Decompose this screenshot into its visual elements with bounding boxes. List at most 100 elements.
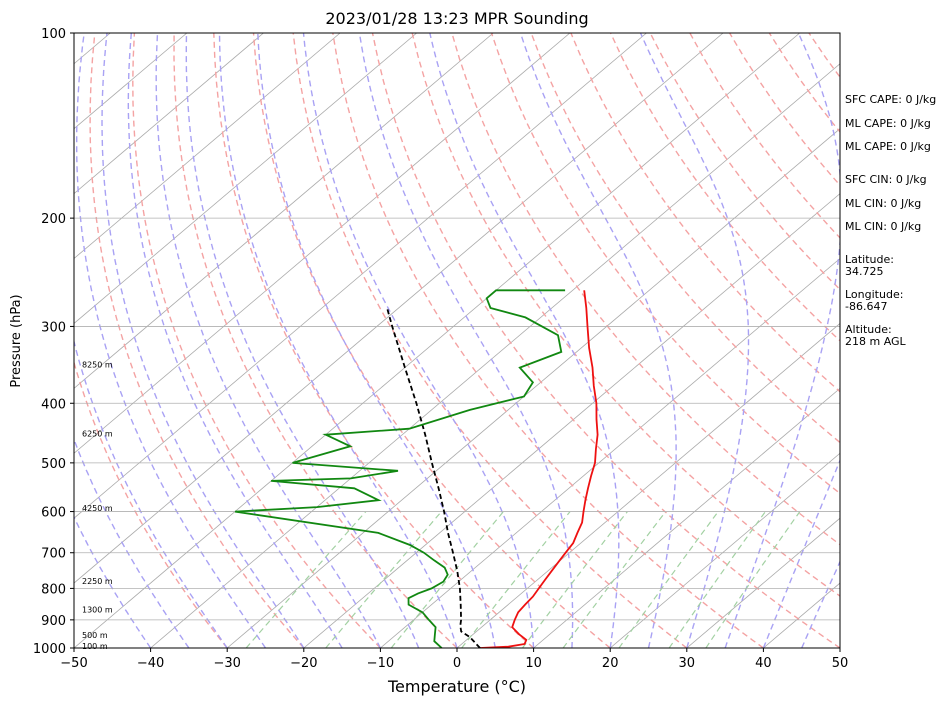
moist-adiabat-line [724,33,840,648]
ml-cin-2: ML CIN: 0 J/kg [845,220,922,233]
moist-adiabat-line [74,339,228,648]
pressure-gridlines [74,33,840,648]
isotherm-line [74,33,647,519]
background-lines [74,33,840,648]
height-label: 1300 m [82,606,113,615]
dry-adiabat-line [74,360,228,648]
y-tick-label: 700 [41,547,66,562]
dewpoint-profile [234,289,566,648]
x-tick-label: 0 [453,656,461,671]
mixing-ratio-line [522,511,628,648]
dry-adiabat-line [451,33,840,546]
moist-adiabat-line [762,458,840,648]
chart-title: 2023/01/28 13:23 MPR Sounding [325,9,588,28]
height-label: 500 m [82,631,108,640]
x-axis-label: Temperature (°C) [387,677,526,696]
moist-adiabat-line [358,33,574,648]
height-label: 100 m [82,642,108,651]
isotherm-line [686,517,840,648]
altitude-value: 218 m AGL [845,335,906,348]
mixing-ratio-line [461,511,571,648]
x-tick-label: −40 [137,656,164,671]
dry-adiabat-line [530,33,840,444]
moist-adiabat-line [519,33,677,648]
latitude-value: 34.725 [845,265,884,278]
dry-adiabat-line [213,33,535,648]
x-tick-label: 50 [832,656,849,671]
isotherm-line [456,322,840,648]
y-tick-label: 400 [41,397,66,412]
isotherm-line [74,33,264,195]
altitude-label: Altitude: [845,323,892,336]
moist-adiabat-line [127,33,343,648]
y-tick-label: 600 [41,506,66,521]
temperature-profile [479,290,599,648]
y-axis: 100 200 300 400 500 600 700 800 900 1000 [33,27,74,657]
mixing-ratio-line [618,511,719,648]
height-labels: 100 m 500 m 1300 m 2250 m 4250 m 6250 m 8250 m [82,361,113,651]
dry-adiabat-line [490,33,840,495]
mixing-ratio-line [668,511,766,648]
sfc-cin: SFC CIN: 0 J/kg [845,173,927,186]
moist-adiabat-line [639,33,750,648]
y-tick-label: 1000 [33,642,66,657]
x-tick-label: −30 [213,656,240,671]
ml-cin: ML CIN: 0 J/kg [845,197,922,210]
isotherm-line [74,33,188,130]
dry-adiabat-line [173,33,458,648]
sfc-cape: SFC CAPE: 0 J/kg [845,93,937,106]
latitude-label: Latitude: [845,253,894,266]
moist-adiabat-line [74,515,152,648]
height-label: 6250 m [82,430,113,439]
mixing-ratio-line [325,511,442,648]
longitude-value: -86.647 [845,300,888,313]
mixing-ratio-line [390,511,504,648]
isotherm-line [74,33,341,260]
isotherm-line [74,33,800,648]
dry-adiabat-line [649,33,840,291]
x-tick-label: −50 [60,656,87,671]
isotherm-line [609,452,840,648]
height-label: 2250 m [82,577,113,586]
dry-adiabat-line [411,33,840,597]
height-label: 4250 m [82,504,113,513]
isotherm-line [74,33,571,454]
dry-adiabat-line [609,33,840,342]
x-tick-label: −20 [290,656,317,671]
isotherm-line [303,193,840,648]
x-tick-label: 40 [755,656,772,671]
parcel-profile [386,307,481,648]
moist-adiabat-line [76,33,267,648]
dry-adiabat-line [371,33,840,648]
isotherm-line [533,387,840,648]
x-tick-label: 30 [679,656,696,671]
moist-adiabat-line [155,33,382,648]
isotherm-line [380,257,840,648]
moist-adiabat-line [218,33,458,648]
ml-cape: ML CAPE: 0 J/kg [845,117,931,130]
y-tick-label: 900 [41,614,66,629]
y-tick-label: 500 [41,457,66,472]
plot-frame [73,32,841,649]
x-axis: −50 −40 −30 −20 −10 0 10 20 30 40 50 [60,648,848,671]
dry-adiabat-line [332,33,764,648]
isotherm-line [74,33,724,584]
y-tick-label: 200 [41,212,66,227]
isotherm-line [150,63,840,648]
isotherm-line [74,33,494,389]
ml-cape-2: ML CAPE: 0 J/kg [845,140,931,153]
dry-adiabat-line [570,33,840,393]
isotherm-line [226,128,840,648]
height-label: 8250 m [82,361,113,370]
dry-adiabat-line [132,33,381,648]
longitude-label: Longitude: [845,288,904,301]
y-tick-label: 300 [41,320,66,335]
moist-adiabat-line [257,33,496,648]
y-tick-label: 100 [41,27,66,42]
moist-adiabat-line [302,33,535,648]
dry-adiabat-line [89,33,305,648]
y-tick-label: 800 [41,582,66,597]
x-tick-label: 10 [525,656,542,671]
isotherm-line [74,33,417,324]
